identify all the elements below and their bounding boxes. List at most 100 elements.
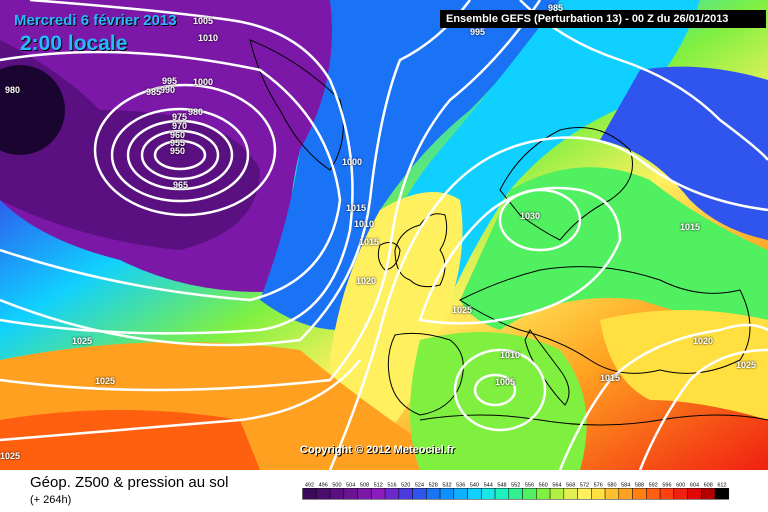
legend-swatch [687, 488, 702, 500]
legend-tick-label: 564 [552, 482, 561, 488]
north-africa-coast [419, 414, 768, 426]
isobar-label: 990 [160, 85, 176, 95]
isobar-low-5 [93, 83, 277, 217]
legend-tick-label: 596 [662, 482, 671, 488]
dark-low-center [0, 65, 65, 155]
legend-swatch [618, 488, 633, 500]
legend-tick-label: 492 [305, 482, 314, 488]
legend-tick-label: 504 [346, 482, 355, 488]
isobar-low-3 [126, 119, 234, 191]
legend-tick-label: 532 [442, 482, 451, 488]
forecast-hour: 2:00 locale [20, 32, 128, 55]
legend-swatch [371, 488, 386, 500]
isobars [0, 0, 768, 470]
isobar-label: 1005 [193, 16, 214, 26]
legend-swatch [714, 488, 730, 500]
isobar-label: 1000 [342, 157, 363, 167]
legend-swatch [481, 488, 496, 500]
legend-tick-label: 544 [484, 482, 493, 488]
isobar-label: 955 [170, 138, 186, 148]
legend-tick-label: 496 [319, 482, 328, 488]
isobar-label: 1020 [693, 336, 714, 346]
isobar-north-high [519, 0, 768, 161]
isobar-label: 1015 [600, 373, 621, 383]
isobar-label: 965 [173, 180, 189, 190]
legend-tick-label: 512 [374, 482, 383, 488]
legend-swatch [508, 488, 523, 500]
model-run-banner: Ensemble GEFS (Perturbation 13) - 00 Z d… [440, 10, 766, 28]
legend-tick-label: 508 [360, 482, 369, 488]
isobar-label: 1010 [354, 219, 375, 229]
isobar-label: 975 [172, 112, 188, 122]
isobar-label: 1010 [198, 33, 219, 43]
isobar-label: 970 [172, 121, 188, 131]
isobar-label: 995 [470, 27, 486, 37]
isobar-label: 995 [162, 76, 178, 86]
isobar-label: 1025 [736, 360, 757, 370]
legend-swatch [329, 488, 345, 500]
isobar-1015 [0, 0, 540, 390]
legend-tick-label: 516 [387, 482, 396, 488]
legend-swatch [384, 488, 400, 500]
isobar-label: 1015 [359, 237, 380, 247]
isobar-1010 [0, 0, 471, 347]
legend-tick-label: 592 [649, 482, 658, 488]
legend-swatch [316, 488, 331, 500]
isobar-1025 [418, 186, 622, 325]
greenland-coast [249, 39, 344, 171]
isobar-label: 1025 [95, 376, 116, 386]
green-mediterranean [410, 332, 587, 470]
legend-swatch [453, 488, 468, 500]
legend-tick-label: 500 [332, 482, 341, 488]
legend-swatch [563, 488, 578, 500]
isobar-label: 960 [170, 130, 186, 140]
legend-swatch [659, 488, 675, 500]
green-band [460, 167, 768, 330]
yellow-east [600, 310, 768, 420]
isobar-1020-east [638, 348, 768, 470]
legend-tick-label: 600 [676, 482, 685, 488]
legend-tick-label: 520 [401, 482, 410, 488]
ireland-coast [377, 241, 401, 271]
isobar-label: 1000 [193, 77, 214, 87]
map-title: Géop. Z500 & pression au sol [30, 474, 229, 491]
isobar-label: 985 [548, 3, 564, 13]
legend-tick-label: 560 [539, 482, 548, 488]
legend-tick-label: 524 [415, 482, 424, 488]
legend-tick-label: 576 [594, 482, 603, 488]
legend-swatch [398, 488, 413, 500]
legend-swatch [604, 488, 620, 500]
legend-swatch [673, 488, 688, 500]
legend-swatch [701, 488, 716, 500]
legend-tick-label: 528 [429, 482, 438, 488]
isobar-low-4 [110, 107, 250, 203]
isobar-1025-west [0, 359, 361, 442]
isobar-label: 1015 [680, 222, 701, 232]
legend-swatch [357, 488, 372, 500]
legend-swatch [426, 488, 441, 500]
color-scale-legend: 492 496 500 504 508 512 516 520 524 528 532 536 540 5… [302, 482, 730, 500]
iberia-coast [387, 332, 464, 416]
legend-tick-label: 584 [621, 482, 630, 488]
isobar-label: 980 [5, 85, 21, 95]
legend-tick-label: 568 [566, 482, 575, 488]
forecast-date: Mercredi 6 février 2013 [14, 12, 177, 29]
isobar-1005 [0, 0, 354, 335]
legend-swatch [467, 488, 482, 500]
isobar-label: 1020 [356, 276, 377, 286]
british-isles-coast [394, 213, 448, 288]
isobar-low-2 [140, 129, 220, 181]
legend-tick-label: 612 [717, 482, 726, 488]
isobar-1020 [328, 136, 768, 470]
legend-swatch [412, 488, 427, 500]
legend-tick-label: 608 [704, 482, 713, 488]
forecast-lead-time: (+ 264h) [30, 494, 72, 506]
north-blue [600, 66, 768, 241]
legend-tick-label: 552 [511, 482, 520, 488]
legend-swatch [522, 488, 537, 500]
legend-tick-label: 536 [456, 482, 465, 488]
isobar-label: 1030 [520, 211, 541, 221]
legend-swatch [577, 488, 592, 500]
isobar-label: 1015 [346, 203, 367, 213]
legend-swatch [591, 488, 606, 500]
